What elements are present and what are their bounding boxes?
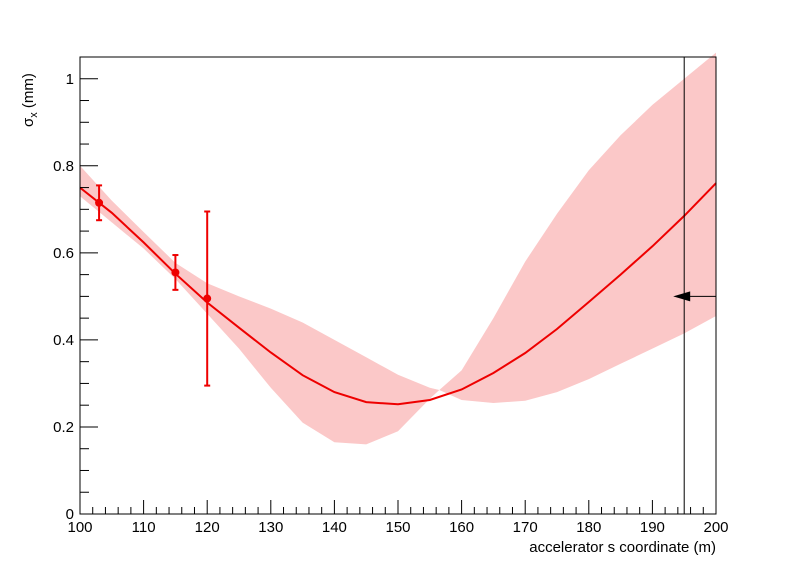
- data-point-2: [203, 294, 212, 303]
- data-point-0: [95, 198, 104, 207]
- x-tick-label: 100: [67, 519, 92, 536]
- x-tick-label: 170: [513, 519, 538, 536]
- data-point-1: [171, 268, 180, 277]
- arrow-head: [673, 291, 691, 302]
- x-tick-label: 130: [258, 519, 283, 536]
- x-axis-title: accelerator s coordinate (m): [529, 539, 716, 556]
- y-tick-label: 1: [66, 71, 74, 88]
- y-axis-title-main: σ: [20, 117, 37, 127]
- y-axis-title: σx (mm): [20, 73, 40, 127]
- x-tick-label: 110: [132, 519, 156, 536]
- x-tick-label: 120: [195, 519, 220, 536]
- x-tick-label: 140: [322, 519, 347, 536]
- y-axis: 0 0.2 0.4 0.6 0.8 1: [53, 56, 98, 523]
- x-axis: 100 110 120 130 140 150 160 170 180 190 200: [67, 500, 729, 536]
- y-axis-title-sub: x: [28, 112, 40, 118]
- fit-curve-line: [79, 182, 717, 406]
- x-tick-label: 190: [640, 519, 665, 536]
- plot-content: [79, 52, 717, 514]
- x-tick-label: 160: [449, 519, 474, 536]
- x-tick-label: 150: [385, 519, 410, 536]
- x-tick-label: 200: [703, 519, 728, 536]
- y-tick-label: 0.8: [53, 158, 74, 175]
- confidence-band: [80, 52, 716, 445]
- y-axis-title-unit: (mm): [20, 73, 37, 112]
- y-tick-label: 0.2: [53, 419, 74, 436]
- x-tick-label: 180: [576, 519, 601, 536]
- y-tick-label: 0.6: [53, 245, 74, 262]
- y-tick-label: 0: [66, 506, 74, 523]
- y-tick-label: 0.4: [53, 332, 74, 349]
